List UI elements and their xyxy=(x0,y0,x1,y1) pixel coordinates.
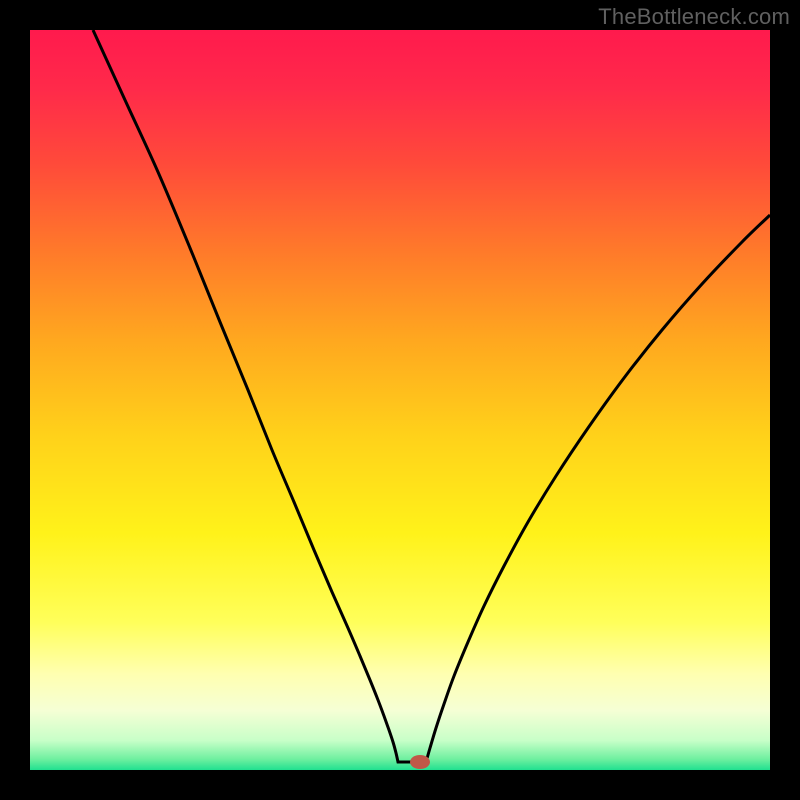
optimal-marker xyxy=(410,755,430,769)
chart-frame: TheBottleneck.com xyxy=(0,0,800,800)
watermark-text: TheBottleneck.com xyxy=(598,4,790,30)
bottleneck-chart xyxy=(0,0,800,800)
plot-area xyxy=(30,30,770,770)
